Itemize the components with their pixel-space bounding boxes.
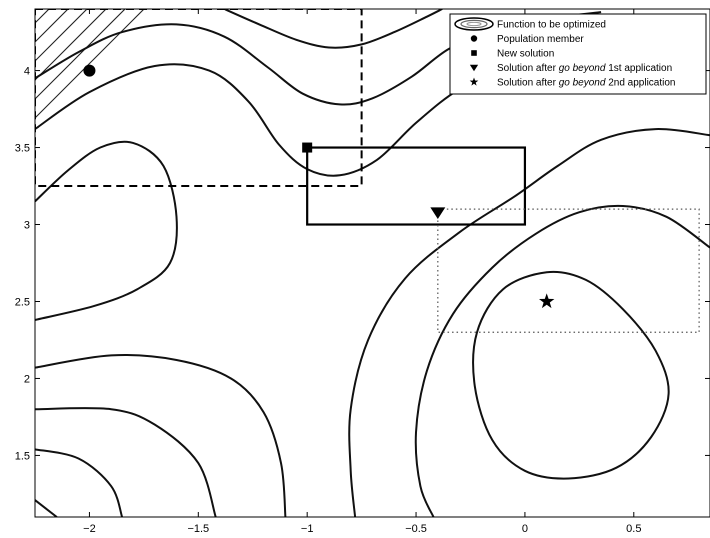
- x-tick-label: −1.5: [187, 523, 209, 535]
- hatch-line: [35, 9, 88, 62]
- legend-entry-label: Function to be optimized: [497, 20, 606, 31]
- go-beyond-2nd-marker: [539, 293, 555, 309]
- contour-outer-basin: [348, 128, 710, 517]
- contour-inner-loop: [472, 270, 670, 480]
- hatch-line: [35, 9, 50, 24]
- contour-upper-3: [223, 9, 443, 49]
- x-tick-label: −1: [301, 523, 314, 535]
- hatch-line: [35, 9, 145, 119]
- solid-region: [306, 146, 527, 226]
- legend-star-marker: [469, 77, 479, 86]
- x-tick-label: −2: [83, 523, 96, 535]
- y-tick-label: 2.5: [15, 296, 30, 308]
- legend: Function to be optimized Population membe…: [449, 13, 707, 95]
- legend-entry-label: New solution: [497, 49, 554, 60]
- contour-valley: [35, 354, 287, 517]
- legend-triangle-down-marker: [469, 64, 479, 72]
- hatch-line: [35, 0, 165, 4]
- go-beyond-1st-marker: [430, 207, 446, 220]
- contour-lower-1: [35, 407, 217, 517]
- contour-left-lobe: [35, 140, 178, 321]
- contour-lower-2: [35, 448, 124, 517]
- y-tick-label: 2: [24, 373, 30, 385]
- x-tick-label: −0.5: [405, 523, 427, 535]
- x-axis: −2 −1.5 −1 −0.5 0 0.5: [83, 9, 641, 535]
- legend-contour-swatch: [454, 17, 494, 31]
- dotted-region: [437, 208, 700, 333]
- x-tick-label: 0.5: [626, 523, 641, 535]
- new-solution-marker: [302, 142, 313, 153]
- legend-entry-label: Population member: [497, 34, 584, 45]
- population-member-marker: [83, 64, 96, 77]
- search-regions: [35, 9, 700, 333]
- contour-lines: [35, 9, 710, 517]
- legend-circle-marker: [470, 35, 478, 42]
- contour-middle-basin: [414, 204, 710, 517]
- solution-points: [83, 64, 555, 309]
- legend-square-marker: [471, 50, 477, 56]
- x-tick-label: 0: [522, 523, 528, 535]
- y-tick-label: 3: [24, 220, 30, 232]
- hatch-line: [35, 9, 107, 81]
- legend-box: [449, 13, 707, 95]
- hatch-line: [35, 9, 126, 100]
- dashed-region: [35, 9, 363, 188]
- hatch-line: [35, 9, 69, 43]
- legend-entry-label: Solution after go beyond 2nd application: [497, 78, 676, 89]
- y-axis: 1.5 2 2.5 3 3.5 4: [15, 66, 710, 462]
- contour-corner: [35, 499, 58, 517]
- y-tick-label: 4: [24, 66, 30, 78]
- plot-frame: [34, 8, 710, 518]
- y-tick-label: 3.5: [15, 143, 30, 155]
- y-tick-label: 1.5: [15, 450, 30, 462]
- hatched-region: [35, 0, 165, 119]
- legend-entry-label: Solution after go beyond 1st application: [497, 63, 672, 74]
